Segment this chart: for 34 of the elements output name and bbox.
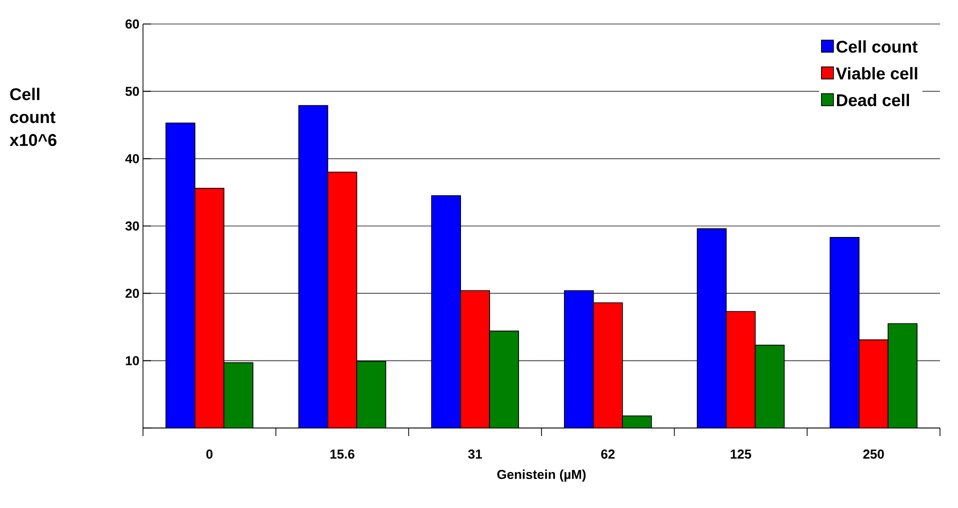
y-tick-label: 20 [126, 288, 139, 298]
bar [490, 331, 519, 428]
x-tick-label: 62 [601, 450, 615, 459]
bar [432, 196, 461, 428]
x-tick-label: 15.6 [330, 450, 354, 459]
bar [298, 105, 328, 428]
bar [888, 323, 918, 428]
x-tick-label: 31 [468, 450, 482, 459]
bar [460, 290, 490, 428]
bar [328, 172, 357, 428]
x-tick-label: 0 [206, 450, 212, 459]
bar [194, 188, 224, 428]
y-tick-label: 50 [125, 86, 139, 96]
legend-label: Dead cell [837, 94, 909, 106]
bar [726, 312, 756, 428]
bar [224, 362, 253, 428]
bar [166, 122, 195, 428]
y-axis-title: Cell count x10^6 [10, 88, 56, 146]
bar [858, 339, 888, 428]
y-tick-label: 10 [126, 356, 139, 366]
bar [755, 345, 784, 428]
x-axis-title: Genistein (µM) [497, 470, 586, 482]
y-tick-label: 30 [125, 221, 139, 231]
x-tick-label: 250 [863, 450, 884, 459]
y-tick-label: 60 [126, 19, 139, 29]
bar [356, 361, 386, 428]
legend-label: Viable cell [836, 67, 918, 80]
y-tick-label: 40 [125, 154, 139, 164]
x-tick-label: 125 [730, 450, 752, 459]
bar [697, 228, 726, 428]
legend-label: Cell count [836, 40, 918, 53]
bar [564, 290, 594, 428]
bar [830, 237, 860, 428]
bar [593, 302, 622, 428]
